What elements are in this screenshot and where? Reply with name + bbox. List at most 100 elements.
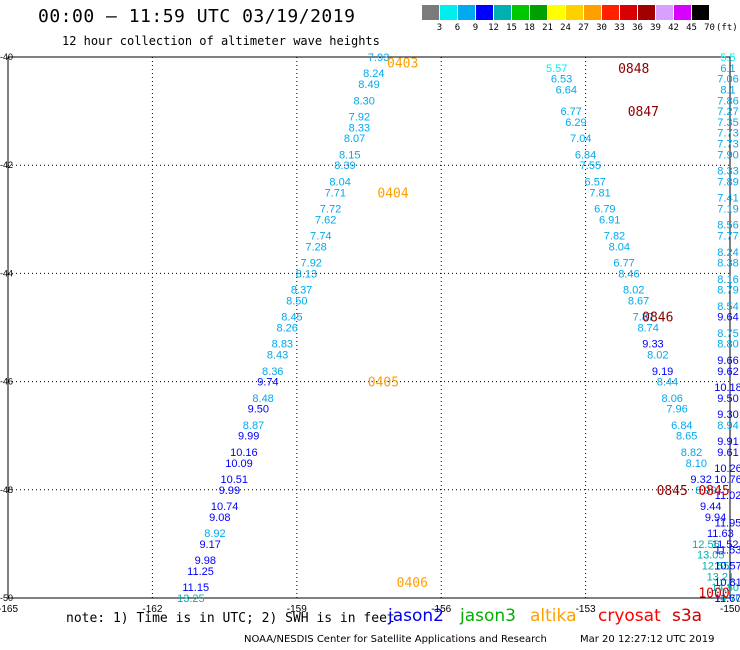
x-tick-label: -156 [431, 604, 451, 615]
wave-height-value: 10.81 [714, 577, 740, 589]
pass-time-label: 0406 [397, 576, 428, 591]
y-tick-label: -40 [0, 52, 13, 62]
wave-height-value: 7.72 [320, 203, 341, 215]
scale-label: 39 [650, 23, 661, 33]
wave-height-value: 9.99 [238, 431, 259, 443]
wave-height-value: 8.1 [720, 84, 735, 96]
pass-time-label: 1000 [698, 587, 729, 602]
wave-height-value: 11.52 [712, 539, 739, 551]
wave-height-value: 7.06 [717, 74, 738, 86]
wave-height-value: 7.81 [589, 187, 610, 199]
wave-height-value: 11.02 [715, 490, 740, 502]
wave-height-value: 8.26 [276, 323, 297, 335]
scale-swatch [602, 5, 619, 20]
pass-time-label: 0848 [618, 62, 649, 77]
wave-height-value: 8.39 [334, 160, 355, 172]
wave-height-value: 10.57 [714, 561, 740, 573]
wave-height-value: 8.44 [657, 377, 678, 389]
y-tick-label: -44 [0, 268, 13, 278]
wave-height-value: 5.5 [720, 52, 735, 64]
wave-height-value: 9.66 [717, 355, 738, 367]
wave-height-value: 7.86 [717, 95, 738, 107]
wave-height-value: 8.02 [623, 285, 644, 297]
wave-height-value: 7.28 [305, 241, 326, 253]
timestamp-text: Mar 20 12:27:12 UTC 2019 [580, 634, 715, 645]
scale-swatch [620, 5, 637, 20]
wave-height-value: 6.91 [599, 214, 620, 226]
scale-swatch [692, 5, 709, 20]
scale-label: 30 [596, 23, 607, 33]
wave-height-value: 9.44 [700, 501, 721, 513]
wave-height-value: 9.94 [705, 512, 726, 524]
wave-height-value: 9.08 [209, 512, 230, 524]
wave-height-value: 8.33 [349, 122, 370, 134]
wave-height-value: 9.50 [248, 404, 269, 416]
wave-height-value: 12.55 [702, 561, 730, 573]
scale-label: 27 [578, 23, 589, 33]
wave-height-value: 7.96 [666, 404, 687, 416]
wave-height-value: 8.24 [717, 247, 738, 259]
wave-height-value: 7.62 [315, 214, 336, 226]
x-tick-label: -162 [142, 604, 162, 615]
pass-time-label: 0405 [368, 376, 399, 391]
chart-title: 00:00 – 11:59 UTC 03/19/2019 [38, 6, 356, 27]
color-scale: 3 6 9 12 15 18 21 24 27 30 33 36 39 42 45 70 (ft) [422, 5, 738, 35]
pass-time-label: 0404 [377, 186, 408, 201]
wave-height-value: 6.79 [594, 203, 615, 215]
wave-height-value: 9.61 [717, 447, 738, 459]
wave-height-value: 8.30 [353, 95, 374, 107]
wave-height-value: 6.84 [575, 149, 596, 161]
wave-height-value: 8.87 [243, 420, 264, 432]
x-tick-label: -165 [0, 604, 18, 615]
y-tick-label: -50 [0, 593, 13, 603]
wave-height-value: 11.63 [707, 528, 734, 540]
wave-height-value: 8.37 [291, 285, 312, 297]
wave-height-value: 8.45 [281, 312, 302, 324]
wave-height-value: 8.24 [363, 68, 384, 80]
wave-height-value: 8.10 [686, 458, 707, 470]
wave-height-value: 8.83 [272, 339, 293, 351]
wave-height-value: 7.92 [301, 258, 322, 270]
wave-height-value: 7.73 [717, 139, 738, 151]
wave-height-value: 8.04 [609, 241, 630, 253]
wave-height-value: 8.15 [339, 149, 360, 161]
wave-height-value: 8.99 [695, 485, 716, 497]
wave-height-value: 8.13 [296, 268, 317, 280]
wave-height-value: 9.91 [717, 436, 738, 448]
wave-height-value: 9.98 [195, 555, 216, 567]
scale-swatch [548, 5, 565, 20]
wave-height-value: 7.71 [325, 187, 346, 199]
wave-height-value: 8.54 [717, 301, 738, 313]
wave-height-value: 8.82 [681, 447, 702, 459]
wave-height-value: 8.75 [717, 328, 738, 340]
pass-time-label: 0845 [698, 484, 729, 499]
x-tick-label: -153 [576, 604, 596, 615]
wave-height-value: 8.94 [717, 420, 738, 432]
wave-height-value: 7.74 [310, 231, 331, 243]
wave-height-value: 7.82 [604, 231, 625, 243]
scale-swatch [494, 5, 511, 20]
y-tick-label: -46 [0, 377, 13, 387]
wave-height-value: 6.1 [720, 63, 735, 75]
wave-height-value: 9.33 [642, 339, 663, 351]
scale-label: 3 [436, 23, 443, 33]
wave-height-value: 10.74 [211, 501, 239, 513]
wave-height-value: 9.74 [257, 377, 278, 389]
wave-height-value: 10.76 [714, 474, 740, 486]
credit-text: NOAA/NESDIS Center for Satellite Applica… [244, 634, 547, 645]
wave-height-value: 6.77 [560, 106, 581, 118]
pass-time-label: 0403 [387, 56, 418, 71]
scale-label: 45 [686, 23, 697, 33]
wave-height-value: 7.27 [717, 106, 738, 118]
wave-height-value: 7.41 [717, 193, 738, 205]
wave-height-value: 8.80 [717, 339, 738, 351]
scale-swatch [656, 5, 673, 20]
legend-jason2: jason2 [388, 606, 444, 626]
wave-height-value: 8.02 [647, 350, 668, 362]
chart-subtitle: 12 hour collection of altimeter wave hei… [62, 34, 380, 48]
wave-height-value: 13.05 [697, 550, 725, 562]
legend-s3a: s3a [672, 606, 703, 626]
wave-height-value: 10.18 [714, 382, 740, 394]
wave-height-value: 8.65 [676, 431, 697, 443]
scale-label: 6 [454, 23, 461, 33]
